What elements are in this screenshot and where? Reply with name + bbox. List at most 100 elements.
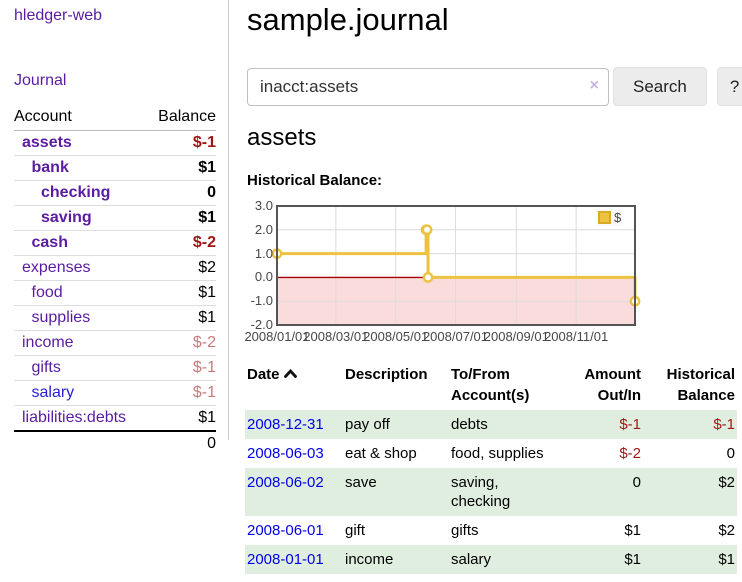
account-balance: $-1 bbox=[147, 130, 216, 156]
account-row: bank $1 bbox=[14, 155, 216, 181]
table-row: 2008-06-01 gift gifts $1 $2 bbox=[245, 516, 737, 545]
account-balance: 0 bbox=[147, 180, 216, 206]
description-cell: income bbox=[345, 551, 394, 568]
date-link[interactable]: 2008-12-31 bbox=[247, 416, 324, 433]
amount-cell: $1 bbox=[624, 522, 641, 539]
account-link[interactable]: saving bbox=[41, 209, 92, 226]
chart-title: Historical Balance: bbox=[247, 172, 383, 189]
search-box: × bbox=[247, 67, 609, 106]
account-row: saving $1 bbox=[14, 205, 216, 231]
search-button[interactable]: Search bbox=[613, 67, 707, 106]
account-balance: $-2 bbox=[147, 330, 216, 356]
account-link[interactable]: supplies bbox=[31, 309, 91, 326]
date-link[interactable]: 2008-06-02 bbox=[247, 474, 324, 491]
balance-cell: $2 bbox=[718, 474, 735, 491]
account-row: food $1 bbox=[14, 280, 216, 306]
y-axis-tick: -2.0 bbox=[250, 317, 273, 332]
accounts-cell: debts bbox=[451, 416, 488, 433]
account-row: gifts $-1 bbox=[14, 355, 216, 381]
register-table: Date Description To/From Account(s) Amoun… bbox=[245, 362, 737, 574]
register-header-row: Date Description To/From Account(s) Amoun… bbox=[245, 362, 737, 410]
account-balance: $1 bbox=[147, 205, 216, 231]
x-axis-tick: 2008/09/01 bbox=[483, 329, 549, 344]
column-header-accounts[interactable]: To/From Account(s) bbox=[451, 366, 530, 404]
accounts-total-row: 0 bbox=[14, 430, 216, 456]
account-row: checking 0 bbox=[14, 180, 216, 206]
column-header-description[interactable]: Description bbox=[345, 366, 428, 383]
y-axis-tick: 1.0 bbox=[254, 245, 273, 261]
account-link[interactable]: cash bbox=[31, 234, 68, 251]
amount-cell: 0 bbox=[632, 474, 641, 491]
column-header-amount[interactable]: Amount Out/In bbox=[584, 366, 641, 404]
search-input[interactable] bbox=[247, 67, 609, 106]
column-header-date[interactable]: Date bbox=[245, 362, 343, 410]
accounts-cell: saving, checking bbox=[451, 474, 511, 510]
accounts-table-header: Account Balance bbox=[14, 106, 216, 131]
account-link[interactable]: liabilities:debts bbox=[22, 409, 127, 426]
description-cell: eat & shop bbox=[345, 445, 417, 462]
sidebar-item-journal[interactable]: Journal bbox=[14, 72, 67, 89]
account-link[interactable]: income bbox=[22, 334, 74, 351]
date-link[interactable]: 2008-01-01 bbox=[247, 551, 324, 568]
accounts-cell: food, supplies bbox=[451, 445, 544, 462]
column-header-balance[interactable]: Historical Balance bbox=[666, 366, 735, 404]
account-row: expenses $2 bbox=[14, 255, 216, 281]
clear-search-icon[interactable]: × bbox=[589, 76, 599, 94]
account-row: assets $-1 bbox=[14, 130, 216, 156]
account-column-header: Account bbox=[14, 106, 148, 131]
amount-cell: $-1 bbox=[619, 416, 641, 433]
balance-cell: $-1 bbox=[713, 416, 735, 433]
account-balance: $-1 bbox=[147, 380, 216, 406]
account-link[interactable]: salary bbox=[31, 384, 75, 401]
accounts-cell: gifts bbox=[451, 522, 479, 539]
description-cell: pay off bbox=[345, 416, 390, 433]
sidebar: hledger-web Journal Account Balance asse… bbox=[0, 0, 229, 456]
balance-cell: $1 bbox=[718, 551, 735, 568]
account-row: supplies $1 bbox=[14, 305, 216, 331]
account-link[interactable]: food bbox=[31, 284, 63, 301]
account-balance: $1 bbox=[147, 280, 216, 306]
legend-swatch-icon bbox=[598, 211, 611, 224]
account-heading: assets bbox=[247, 124, 317, 151]
legend-label: $ bbox=[614, 210, 622, 225]
chart-canvas bbox=[271, 205, 641, 326]
help-button[interactable]: ? bbox=[716, 67, 742, 106]
description-cell: save bbox=[345, 474, 377, 491]
x-axis-tick: 2008/07/01 bbox=[422, 329, 489, 344]
account-link[interactable]: assets bbox=[22, 134, 72, 151]
accounts-total-value: 0 bbox=[147, 430, 216, 456]
description-cell: gift bbox=[345, 522, 366, 539]
account-row: salary $-1 bbox=[14, 380, 216, 406]
account-balance: $-2 bbox=[147, 230, 216, 256]
account-balance: $1 bbox=[147, 305, 216, 331]
y-axis-tick: 0.0 bbox=[254, 269, 273, 285]
account-row: income $-2 bbox=[14, 330, 216, 356]
account-link[interactable]: gifts bbox=[31, 359, 61, 376]
account-link[interactable]: checking bbox=[41, 184, 111, 201]
y-axis-tick: -1.0 bbox=[250, 293, 273, 309]
x-axis-tick: 2008/11/01 bbox=[544, 329, 609, 344]
amount-cell: $-2 bbox=[619, 445, 641, 462]
search-form: × Search ? bbox=[247, 67, 742, 106]
account-link[interactable]: bank bbox=[31, 159, 69, 176]
app-title-link[interactable]: hledger-web bbox=[14, 7, 103, 24]
table-row: 2008-06-02 save saving, checking 0 $2 bbox=[245, 468, 737, 516]
x-axis-tick: 2008/01/01 bbox=[244, 329, 310, 344]
chart-legend: $ bbox=[596, 209, 624, 226]
date-link[interactable]: 2008-06-03 bbox=[247, 445, 324, 462]
page-title: sample.journal bbox=[247, 2, 449, 37]
account-link[interactable]: expenses bbox=[22, 259, 91, 276]
balance-cell: 0 bbox=[726, 445, 735, 462]
date-link[interactable]: 2008-06-01 bbox=[247, 522, 324, 539]
table-row: 2008-12-31 pay off debts $-1 $-1 bbox=[245, 410, 737, 439]
x-axis-tick: 2008/03/01 bbox=[303, 329, 369, 344]
y-axis-tick: 2.0 bbox=[254, 221, 273, 237]
account-balance: $1 bbox=[147, 155, 216, 181]
table-row: 2008-01-01 income salary $1 $1 bbox=[245, 545, 737, 574]
y-axis-tick: 3.0 bbox=[254, 198, 273, 213]
balance-column-header: Balance bbox=[147, 106, 216, 131]
account-balance: $1 bbox=[147, 405, 216, 432]
account-balance: $2 bbox=[147, 255, 216, 281]
balance-cell: $2 bbox=[718, 522, 735, 539]
